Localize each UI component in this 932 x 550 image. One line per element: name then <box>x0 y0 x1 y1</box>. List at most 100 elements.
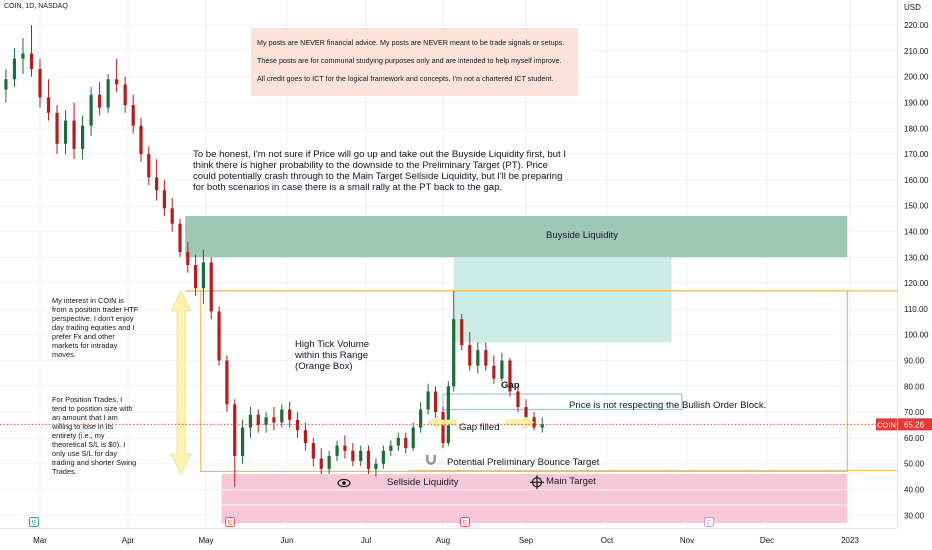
bounce-target-label: Potential Preliminary Bounce Target <box>447 457 600 468</box>
gap-label: Gap <box>501 380 520 391</box>
price-tick-label: 200.00 <box>904 73 929 82</box>
earnings-event-flag <box>225 517 235 527</box>
zones <box>185 216 897 524</box>
candle-body <box>225 360 229 405</box>
buyside-liquidity-label: Buyside Liquidity <box>546 230 618 241</box>
candle-body <box>139 125 143 155</box>
candle-body <box>155 177 159 191</box>
price-tick-label: 40.00 <box>904 486 925 495</box>
time-axis-border <box>0 528 897 529</box>
candle-body <box>55 112 59 144</box>
price-tick-label: 70.00 <box>904 408 925 417</box>
candle-body <box>484 350 488 366</box>
axes: 30.00 40.00 50.00 60.00 70.00 80.00 90.00 100.0… <box>33 21 929 545</box>
candle-body <box>38 68 42 98</box>
candle-body <box>46 97 51 113</box>
earnings-event-flag <box>460 517 470 527</box>
candle-body <box>147 154 151 178</box>
candle-body <box>540 424 544 428</box>
bearish-fvg-zone <box>453 257 672 343</box>
disclaimer-note: My posts are NEVER financial advice. My … <box>251 28 578 96</box>
candle-body <box>500 360 504 379</box>
candle-body <box>516 391 520 407</box>
candle-body <box>374 463 378 469</box>
bullish-order-block-zone <box>442 393 683 411</box>
candle-body <box>411 427 415 449</box>
candle-body <box>327 455 331 469</box>
time-tick-label: Jul <box>361 536 371 545</box>
candle-body <box>131 105 135 126</box>
candle-body <box>106 79 110 108</box>
candle-body <box>452 319 456 387</box>
candle-body <box>256 414 260 425</box>
overlays: E E E E COIN 65.26 <box>0 289 932 527</box>
buyside-liquidity-zone <box>185 216 848 258</box>
magnet-icon <box>426 454 436 465</box>
time-tick-label: Aug <box>436 536 450 545</box>
earnings-event-flag-letter: E <box>228 520 233 527</box>
price-tick-label: 170.00 <box>904 150 929 159</box>
price-tick-label: 120.00 <box>904 279 929 288</box>
candle-body <box>21 53 25 59</box>
candle-body <box>115 79 119 85</box>
candle-body <box>404 437 408 449</box>
price-tick-label: 140.00 <box>904 228 929 237</box>
candle-body <box>343 445 347 451</box>
earnings-event-flag <box>704 517 714 527</box>
time-tick-label: Mar <box>33 536 47 545</box>
gap-filled-arrow-right <box>505 415 535 429</box>
time-tick-label: Jun <box>281 536 294 545</box>
candle-body <box>335 445 339 456</box>
candle-body <box>4 79 8 90</box>
symbol-title: COIN, 1D, NASDAQ <box>4 3 68 10</box>
disclaimer-line: All credit goes to ICT for the logical f… <box>257 74 554 83</box>
price-tick-label: 110.00 <box>904 305 928 314</box>
candle-body <box>29 53 34 69</box>
candle-body <box>288 409 292 420</box>
candle-body <box>460 319 464 346</box>
sellside-liquidity-label: Sellside Liquidity <box>387 477 459 488</box>
price-tick-label: 30.00 <box>904 511 925 520</box>
candle-body <box>162 190 166 209</box>
time-tick-label: Nov <box>680 536 694 545</box>
main-target-label: Main Target <box>546 476 596 487</box>
candle-body <box>209 262 213 312</box>
candle-body <box>389 445 393 451</box>
price-tick-label: 190.00 <box>904 99 929 108</box>
candle-body <box>178 223 182 253</box>
candle-body <box>63 120 68 144</box>
candle-body <box>89 94 93 126</box>
candle-body <box>194 265 198 289</box>
candle-body <box>98 94 102 108</box>
price-tick-label: 160.00 <box>904 176 929 185</box>
candle-body <box>441 412 445 444</box>
candle-body <box>280 409 284 423</box>
candle-body <box>233 404 237 456</box>
candle-body <box>396 437 400 446</box>
eye-icon <box>337 478 351 488</box>
candle-body <box>264 417 268 425</box>
price-tick-label: 60.00 <box>904 434 925 443</box>
candle-body <box>433 391 438 413</box>
candle-body <box>303 430 308 444</box>
candle-body <box>359 450 363 462</box>
candle-body <box>170 208 174 224</box>
disclaimer-line: These posts are for communal studying pu… <box>257 56 562 65</box>
time-tick-label: Sep <box>519 536 534 545</box>
time-tick-label: 2023 <box>841 536 859 545</box>
candle-body <box>311 443 315 459</box>
last-price-tag-text: 65.26 <box>904 420 925 429</box>
candle-body <box>272 417 276 423</box>
currency-label: USD <box>904 3 921 12</box>
earnings-event-flag-letter: E <box>463 520 468 527</box>
candle-body <box>366 450 371 469</box>
gap-filled-label: Gap filled <box>459 422 500 433</box>
candles <box>4 25 544 487</box>
price-tick-label: 90.00 <box>904 357 925 366</box>
gap-filled-arrow-left <box>427 415 457 429</box>
candle-body <box>446 386 450 444</box>
last-price-tag <box>898 418 932 431</box>
order-block-label: Price is not respecting the Bullish Orde… <box>569 400 767 411</box>
